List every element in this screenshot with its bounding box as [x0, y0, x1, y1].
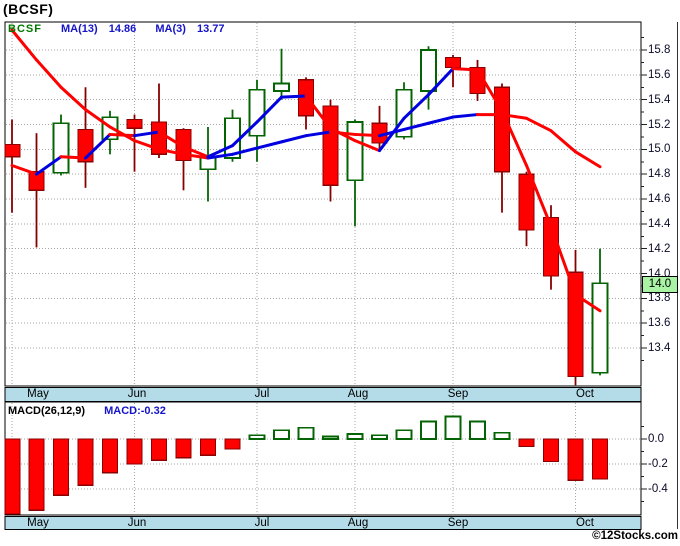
month-label: Sep — [447, 388, 469, 400]
price-tick-label: 14.8 — [648, 168, 671, 181]
price-tick-label: 13.6 — [648, 317, 671, 330]
price-tick-label: 15.0 — [648, 143, 671, 156]
watermark: ©12Stocks.com — [592, 530, 678, 542]
macd-legend-label: MACD(26,12,9) — [8, 405, 86, 417]
price-tick-label: 14.4 — [648, 217, 671, 230]
macd-tick-label: 0.0 — [648, 433, 664, 445]
page-title: (BCSF) — [3, 1, 54, 17]
month-label: Sep — [447, 517, 469, 529]
price-tick-label: 13.4 — [648, 342, 671, 354]
month-label: Aug — [347, 388, 369, 400]
legend-ma3-label: MA(3) — [155, 23, 186, 35]
legend-ma13-value: 14.86 — [108, 23, 137, 35]
month-label: Jun — [127, 388, 147, 400]
current-price-badge: 14.0 — [642, 276, 678, 293]
macd-tick-label: -0.2 — [648, 458, 668, 470]
legend-ma3-value: 13.77 — [196, 23, 225, 35]
price-tick-label: 15.2 — [648, 118, 671, 131]
macd-legend: MACD(26,12,9) MACD:-0.32 — [8, 405, 166, 417]
legend-symbol: BCSF — [8, 23, 42, 35]
price-tick-label: 15.8 — [648, 44, 671, 56]
month-label: Jul — [254, 388, 270, 400]
month-label: Jun — [127, 517, 147, 529]
month-label: May — [27, 517, 49, 529]
price-tick-label: 15.6 — [648, 68, 671, 81]
macd-legend-value: MACD:-0.32 — [104, 405, 166, 417]
month-label: Oct — [576, 388, 594, 400]
price-tick-label: 15.4 — [648, 93, 671, 106]
macd-tick-label: -0.4 — [648, 483, 668, 495]
month-label: Oct — [576, 517, 594, 529]
price-tick-label: 14.2 — [648, 242, 671, 255]
month-label: Aug — [347, 517, 369, 529]
month-label: May — [27, 388, 49, 400]
price-tick-label: 13.8 — [648, 292, 671, 305]
price-tick-label: 14.6 — [648, 193, 671, 205]
price-legend: BCSF MA(13) 14.86 MA(3) 13.77 — [8, 23, 241, 35]
month-label: Jul — [254, 517, 270, 529]
legend-ma13-label: MA(13) — [61, 23, 98, 35]
